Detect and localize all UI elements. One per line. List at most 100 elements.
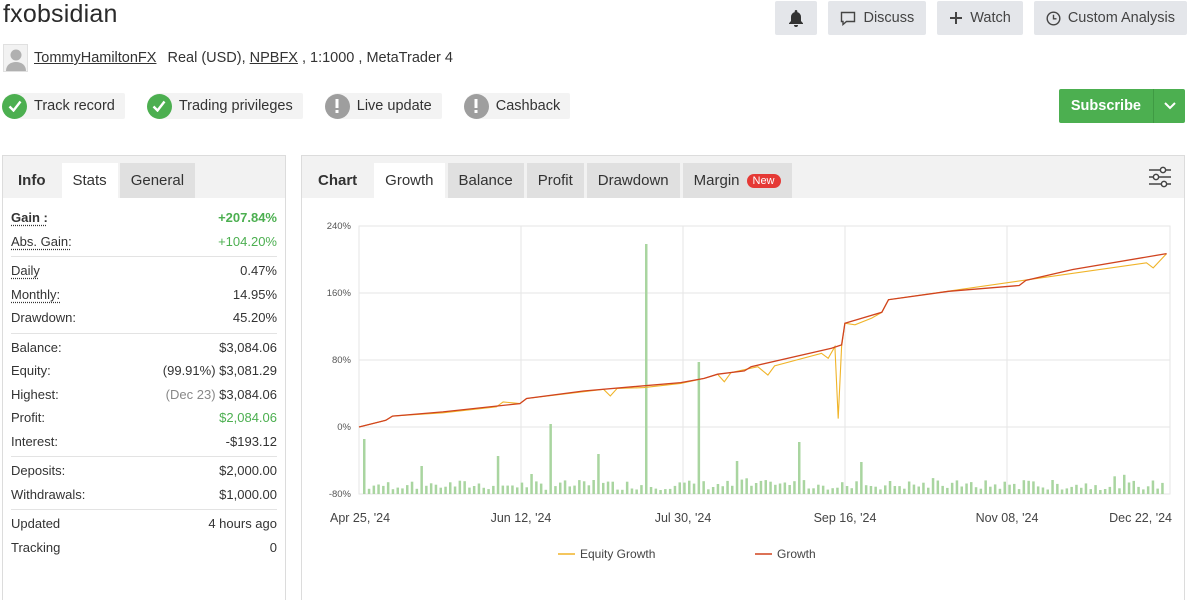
volume-bar bbox=[946, 487, 949, 494]
badge-label: Track record bbox=[34, 98, 115, 114]
volume-bar bbox=[855, 481, 858, 494]
volume-bar bbox=[707, 489, 710, 494]
custom-analysis-button[interactable]: Custom Analysis bbox=[1033, 1, 1187, 35]
volume-bar bbox=[850, 488, 853, 494]
badge-live-update[interactable]: Live update bbox=[324, 93, 442, 119]
volume-bar bbox=[1075, 484, 1078, 494]
badge-label: Cashback bbox=[495, 98, 561, 114]
volume-bar bbox=[645, 244, 648, 494]
volume-bar bbox=[697, 362, 701, 494]
y-tick-label: 0% bbox=[337, 422, 351, 433]
tab-margin[interactable]: Margin New bbox=[682, 163, 792, 198]
subscribe-button[interactable]: Subscribe bbox=[1058, 89, 1185, 123]
interest-label: Interest: bbox=[11, 433, 58, 449]
volume-bar bbox=[1080, 487, 1083, 494]
volume-bar bbox=[788, 485, 791, 494]
volume-bar bbox=[587, 485, 591, 494]
avatar[interactable] bbox=[3, 44, 28, 72]
discuss-button[interactable]: Discuss bbox=[828, 1, 927, 35]
watch-label: Watch bbox=[970, 10, 1011, 26]
tab-margin-label: Margin bbox=[693, 172, 740, 189]
volume-bar bbox=[989, 486, 992, 494]
volume-bar bbox=[659, 490, 662, 494]
tab-balance[interactable]: Balance bbox=[447, 163, 524, 198]
volume-bar bbox=[367, 488, 371, 494]
volume-bar bbox=[1032, 481, 1035, 494]
growth-chart[interactable]: -80% 0% 80% 160% 240% Apr 25, '24 Jun 12, '24 J… bbox=[302, 198, 1184, 598]
profit-value: $2,084.06 bbox=[219, 410, 277, 426]
volume-bar bbox=[740, 479, 744, 494]
stat-tracking: Tracking 0 bbox=[11, 536, 277, 560]
leverage: , 1:1000 , bbox=[301, 50, 363, 66]
updated-value: 4 hours ago bbox=[208, 516, 277, 532]
owner-link[interactable]: TommyHamiltonFX bbox=[34, 50, 157, 66]
tab-stats[interactable]: Stats bbox=[61, 163, 118, 198]
chart-settings-button[interactable] bbox=[1148, 166, 1172, 193]
gain-value: +207.84% bbox=[218, 210, 277, 226]
stat-monthly: Monthly: 14.95% bbox=[11, 283, 277, 307]
verification-badges: Track record Trading privileges Live upd… bbox=[2, 93, 571, 119]
account-info: TommyHamiltonFX Real (USD), NPBFX , 1:10… bbox=[3, 44, 453, 72]
tab-info-label: Info bbox=[18, 172, 46, 189]
volume-bar bbox=[664, 489, 667, 494]
badge-label: Trading privileges bbox=[178, 98, 293, 114]
drawdown-value: 45.20% bbox=[232, 310, 277, 326]
abs-gain-label[interactable]: Abs. Gain: bbox=[11, 233, 72, 249]
volume-bar bbox=[721, 486, 724, 494]
volume-bar bbox=[778, 483, 782, 494]
volume-bar bbox=[568, 486, 571, 494]
daily-label[interactable]: Daily bbox=[11, 263, 40, 279]
volume-bar bbox=[630, 488, 634, 494]
y-tick-label: 160% bbox=[327, 288, 352, 299]
stats-panel: Info Stats General Gain : +207.84% Abs. … bbox=[2, 155, 286, 600]
volume-bar bbox=[463, 481, 466, 494]
updated-label: Updated bbox=[11, 516, 61, 532]
growth-line bbox=[358, 252, 1167, 428]
volume-bar bbox=[396, 487, 399, 494]
badge-trading-privileges[interactable]: Trading privileges bbox=[146, 93, 303, 119]
volume-bar bbox=[960, 486, 963, 494]
volume-bar bbox=[874, 486, 877, 494]
watch-button[interactable]: Watch bbox=[937, 1, 1023, 35]
volume-bar bbox=[625, 481, 629, 494]
notification-button[interactable] bbox=[775, 1, 818, 35]
volume-bar bbox=[506, 485, 509, 494]
volume-bar bbox=[884, 485, 887, 494]
monthly-label[interactable]: Monthly: bbox=[11, 286, 61, 302]
withdrawals-label: Withdrawals: bbox=[11, 486, 86, 502]
volume-bar bbox=[841, 482, 844, 494]
tab-growth[interactable]: Growth bbox=[374, 163, 445, 198]
equity-percent: (99.91%) bbox=[162, 363, 216, 379]
gain-label[interactable]: Gain : bbox=[11, 210, 48, 226]
chevron-down-icon bbox=[1163, 102, 1176, 110]
badge-track-record[interactable]: Track record bbox=[2, 93, 125, 119]
volume-bar bbox=[774, 484, 777, 494]
broker-link[interactable]: NPBFX bbox=[249, 50, 298, 66]
chart-panel: Chart Growth Balance Profit Drawdown Mar… bbox=[301, 155, 1185, 600]
volume-bar bbox=[444, 486, 447, 494]
stats-tabs: Info Stats General bbox=[3, 156, 285, 198]
x-tick-label: Nov 08, '24 bbox=[976, 511, 1039, 525]
volume-bar bbox=[936, 480, 940, 494]
volume-bar bbox=[520, 482, 524, 494]
volume-bar bbox=[893, 486, 897, 494]
volume-bar bbox=[979, 488, 983, 494]
volume-bar bbox=[1137, 486, 1140, 494]
volume-bar bbox=[783, 482, 787, 494]
volume-bar bbox=[1070, 486, 1073, 494]
volume-bar bbox=[1056, 483, 1059, 494]
volume-bar bbox=[578, 480, 581, 494]
tab-general[interactable]: General bbox=[119, 163, 196, 198]
volume-bar bbox=[563, 480, 567, 494]
tab-profit[interactable]: Profit bbox=[526, 163, 584, 198]
volume-bar bbox=[1103, 489, 1107, 494]
volume-bar bbox=[477, 483, 481, 494]
tab-drawdown[interactable]: Drawdown bbox=[586, 163, 680, 198]
badge-cashback[interactable]: Cashback bbox=[463, 93, 571, 119]
subscribe-dropdown[interactable] bbox=[1153, 89, 1185, 123]
stat-daily: Daily 0.47% bbox=[11, 259, 277, 283]
volume-bar bbox=[903, 488, 906, 494]
volume-bar bbox=[544, 489, 548, 494]
profit-label: Profit: bbox=[11, 410, 45, 426]
volume-bar bbox=[391, 489, 395, 494]
